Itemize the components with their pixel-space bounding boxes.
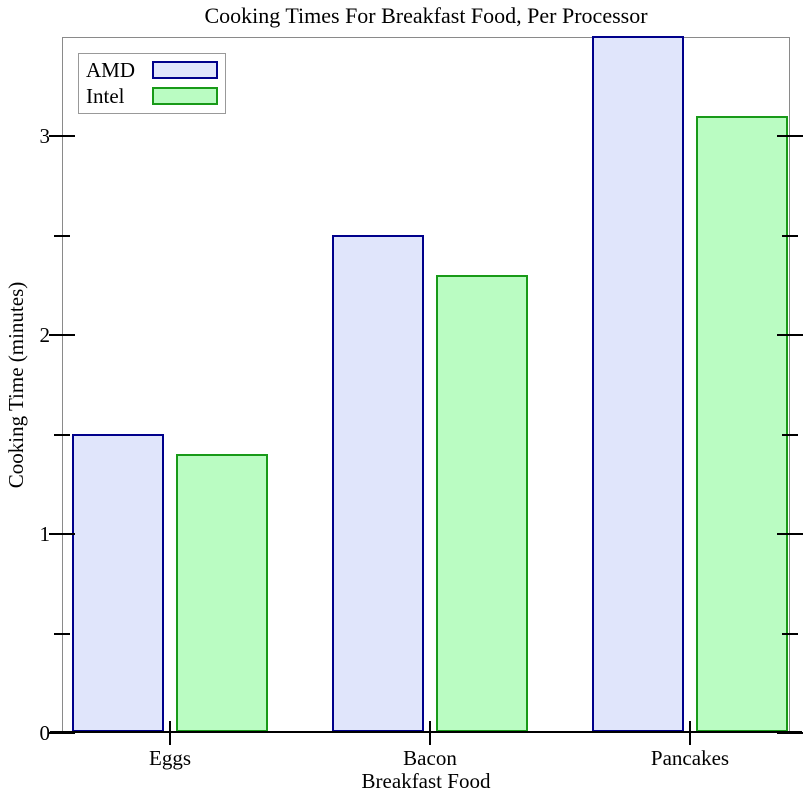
bar-amd-pancakes — [592, 36, 684, 732]
x-tick-label-bacon: Bacon — [403, 746, 457, 770]
x-tick-pancakes — [689, 721, 691, 745]
y-major-tick-right-1 — [777, 533, 803, 535]
bar-intel-pancakes — [696, 116, 788, 732]
y-major-tick-right-0 — [777, 732, 803, 734]
legend-label-intel: Intel — [86, 84, 125, 108]
x-tick-label-eggs: Eggs — [149, 746, 191, 770]
y-major-tick-right-3 — [777, 135, 803, 137]
y-axis-label: Cooking Time (minutes) — [4, 281, 28, 489]
y-minor-tick-right-2.5 — [782, 235, 798, 237]
x-tick-label-pancakes: Pancakes — [650, 746, 730, 770]
legend-item-intel: Intel — [79, 83, 225, 109]
x-tick-bacon — [429, 721, 431, 745]
legend-item-amd: AMD — [79, 57, 225, 83]
y-minor-tick-left-0.5 — [54, 633, 70, 635]
y-minor-tick-left-2.5 — [54, 235, 70, 237]
y-major-tick-left-2 — [49, 334, 75, 336]
x-tick-eggs — [169, 721, 171, 745]
y-major-tick-right-2 — [777, 334, 803, 336]
y-minor-tick-left-1.5 — [54, 434, 70, 436]
chart-title: Cooking Times For Breakfast Food, Per Pr… — [204, 3, 648, 28]
y-tick-label-3: 3 — [39, 124, 51, 148]
legend-swatch-intel — [152, 87, 218, 105]
y-tick-label-1: 1 — [39, 522, 51, 546]
x-axis-baseline — [50, 731, 802, 733]
bar-intel-eggs — [176, 454, 268, 732]
plot-area — [62, 36, 790, 733]
y-major-tick-left-3 — [49, 135, 75, 137]
legend: AMD Intel — [78, 53, 226, 114]
y-major-tick-left-1 — [49, 533, 75, 535]
y-major-tick-left-0 — [49, 732, 75, 734]
bar-intel-bacon — [436, 275, 528, 732]
legend-label-amd: AMD — [86, 58, 136, 82]
y-minor-tick-right-0.5 — [782, 633, 798, 635]
y-minor-tick-right-1.5 — [782, 434, 798, 436]
y-tick-label-2: 2 — [39, 323, 51, 347]
y-tick-label-0: 0 — [39, 721, 51, 745]
x-axis-label: Breakfast Food — [361, 769, 491, 793]
bar-amd-bacon — [332, 235, 424, 732]
bar-amd-eggs — [72, 434, 164, 732]
legend-swatch-amd — [152, 61, 218, 79]
